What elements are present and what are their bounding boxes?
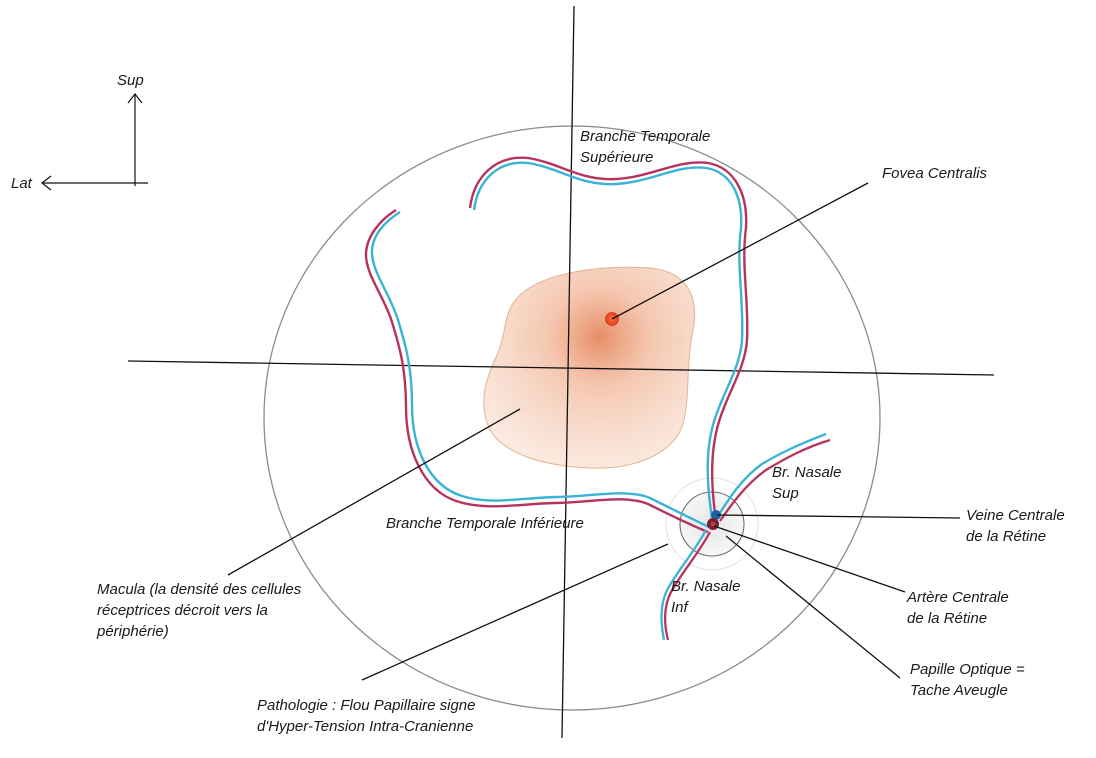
papille-leader bbox=[725, 535, 901, 679]
branche-temporale-superieure-artery bbox=[468, 156, 749, 521]
label-br-nasale-sup-2: Sup bbox=[772, 485, 799, 502]
fovea-leader bbox=[611, 182, 869, 320]
branche-temporale-inferieure-artery bbox=[364, 208, 709, 534]
macula bbox=[483, 266, 696, 469]
orientation-indicator bbox=[41, 93, 148, 191]
label-veine-centrale-1: Veine Centrale bbox=[966, 507, 1065, 524]
label-macula-1: Macula (la densité des cellules bbox=[97, 581, 302, 598]
label-pathologie-1: Pathologie : Flou Papillaire signe bbox=[257, 697, 476, 714]
artere-centrale-leader bbox=[713, 525, 906, 593]
veine-centrale-leader bbox=[716, 514, 961, 519]
branche-temporale-inferieure-vein bbox=[370, 210, 710, 529]
label-macula-3: périphérie) bbox=[97, 623, 169, 640]
horizontal-axis bbox=[127, 360, 995, 376]
macula-leader bbox=[227, 408, 521, 576]
veine-centrale-point bbox=[711, 510, 721, 520]
branche-temporale-superieure-vein bbox=[472, 161, 744, 519]
label-papille-optique-1: Papille Optique = bbox=[910, 661, 1025, 678]
br-nasale-inf-artery bbox=[663, 531, 712, 641]
br-nasale-inf-vein bbox=[660, 529, 708, 641]
label-br-nasale-inf-1: Br. Nasale bbox=[671, 578, 741, 595]
label-branche-temporale-inferieure: Branche Temporale Inférieure bbox=[386, 515, 584, 532]
label-branche-temporale-superieure-1: Branche Temporale bbox=[580, 128, 711, 145]
br-nasale-sup-vein bbox=[717, 432, 827, 517]
leader-lines bbox=[227, 182, 961, 681]
label-veine-centrale-2: de la Rétine bbox=[966, 528, 1047, 545]
br-nasale-sup-artery bbox=[719, 438, 831, 522]
label-artere-centrale-1: Artère Centrale bbox=[907, 589, 1009, 606]
label-sup: Sup bbox=[117, 72, 144, 89]
label-fovea-centralis: Fovea Centralis bbox=[882, 165, 988, 182]
label-br-nasale-sup-1: Br. Nasale bbox=[772, 464, 842, 481]
label-macula-2: réceptrices décroit vers la bbox=[97, 602, 268, 619]
artere-centrale-core bbox=[710, 521, 716, 527]
label-artere-centrale-2: de la Rétine bbox=[907, 610, 988, 627]
label-branche-temporale-superieure-2: Supérieure bbox=[580, 149, 654, 166]
pathologie-leader bbox=[361, 543, 669, 681]
label-pathologie-2: d'Hyper-Tension Intra-Cranienne bbox=[257, 718, 474, 735]
label-lat: Lat bbox=[11, 175, 32, 192]
label-br-nasale-inf-2: Inf bbox=[671, 599, 688, 616]
label-papille-optique-2: Tache Aveugle bbox=[910, 682, 1008, 699]
vertical-axis bbox=[561, 5, 575, 739]
